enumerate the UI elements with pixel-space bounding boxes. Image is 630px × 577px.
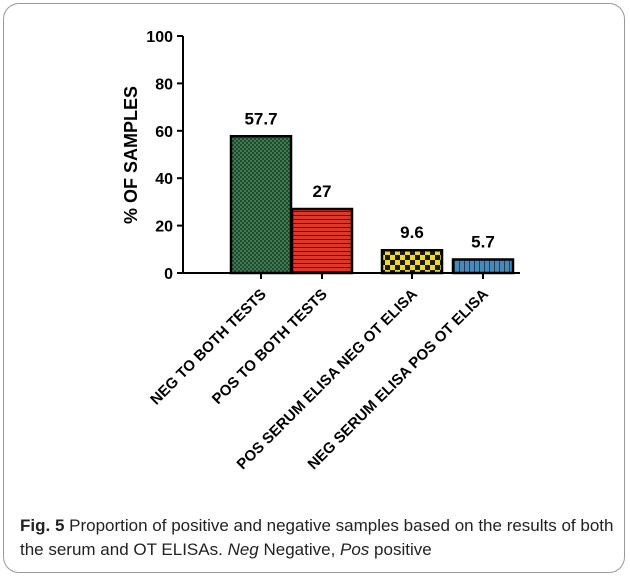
caption-label: Fig. 5 (20, 516, 65, 535)
caption-text: Proportion of positive and negative samp… (20, 516, 614, 559)
bar-4 (451, 258, 515, 275)
data-label-4: 5.7 (471, 232, 495, 251)
bar-chart: 0 20 40 60 80 100 % OF SAMPLES 57.7 NEG TO BOTH… (121, 29, 520, 473)
bar-1 (229, 135, 293, 275)
data-label-1: 57.7 (244, 109, 277, 128)
caption-pos-abbr: Pos (340, 540, 370, 559)
y-tick-label: 80 (155, 76, 173, 93)
data-label-3: 9.6 (400, 223, 424, 242)
y-tick-label: 20 (155, 219, 173, 236)
caption-pos-text: positive (369, 540, 432, 559)
bars (229, 135, 515, 275)
y-tick-label: 40 (155, 171, 173, 188)
caption-neg-abbr: Neg (227, 540, 259, 559)
y-tick-label: 0 (164, 266, 173, 283)
bar-3 (380, 248, 444, 275)
figure-caption: Fig. 5 Proportion of positive and negati… (20, 514, 620, 562)
y-tick-label: 100 (146, 29, 173, 46)
y-tick-label: 60 (155, 124, 173, 141)
caption-neg-text: Negative, (258, 540, 341, 559)
x-tick-label-1: NEG TO BOTH TESTS (147, 286, 270, 409)
figure-frame (3, 3, 625, 573)
y-axis-label: % OF SAMPLES (121, 86, 141, 224)
data-label-2: 27 (313, 182, 332, 201)
bar-2 (290, 207, 354, 275)
